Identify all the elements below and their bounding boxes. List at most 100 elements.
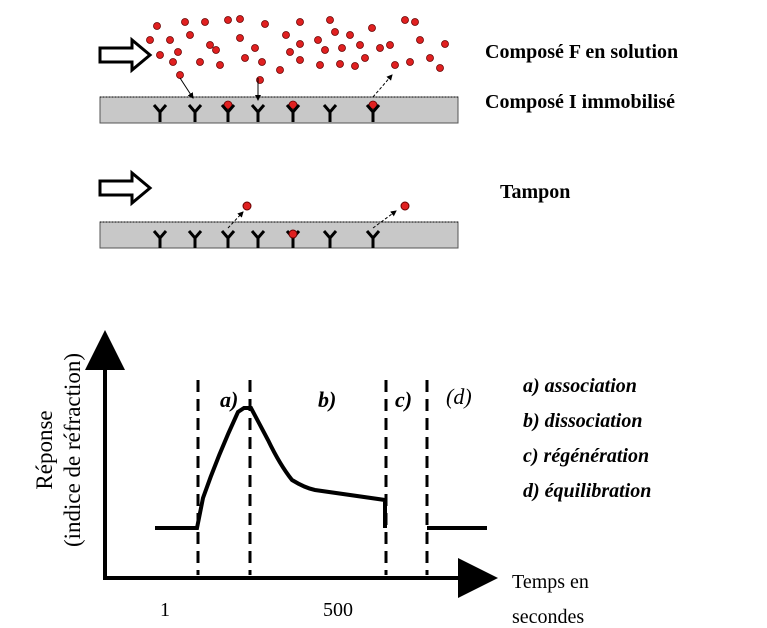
molecule [236, 34, 244, 42]
molecule [338, 44, 346, 52]
molecule [276, 66, 284, 74]
molecule [176, 71, 184, 79]
surface [99, 221, 459, 249]
surface [99, 96, 459, 124]
x-axis-label: Temps en [512, 571, 589, 593]
molecule [196, 58, 204, 66]
receptor [250, 230, 266, 248]
receptor [365, 230, 381, 248]
molecule [326, 16, 334, 24]
molecule [336, 60, 344, 68]
molecule [201, 18, 209, 26]
molecule [181, 18, 189, 26]
molecule [258, 58, 266, 66]
molecule [316, 61, 324, 69]
legend-item: d) équilibration [523, 480, 651, 502]
molecule [331, 28, 339, 36]
molecule [282, 31, 290, 39]
molecule [361, 54, 369, 62]
molecule [296, 40, 304, 48]
molecule [146, 36, 154, 44]
molecule [368, 100, 378, 110]
label: Composé I immobilisé [485, 91, 675, 113]
molecule [288, 100, 298, 110]
molecule [251, 44, 259, 52]
molecule [426, 54, 434, 62]
release-arrow [372, 74, 393, 98]
release-arrow [227, 211, 244, 229]
molecule [166, 36, 174, 44]
receptors [152, 104, 381, 122]
molecule [296, 56, 304, 64]
buffer-panel: Tampon [98, 169, 570, 249]
flow-arrow [98, 169, 153, 207]
molecule [286, 48, 294, 56]
molecule [212, 46, 220, 54]
molecule [288, 229, 298, 239]
molecule [206, 41, 214, 49]
molecule [261, 20, 269, 28]
receptor [187, 104, 203, 122]
phase-label: c) [395, 387, 412, 412]
molecule [346, 31, 354, 39]
legend-item: c) régénération [523, 445, 649, 467]
label: Composé F en solution [485, 41, 678, 63]
molecule [224, 16, 232, 24]
x-tick-label: 500 [323, 599, 353, 621]
molecule [216, 61, 224, 69]
receptor [187, 230, 203, 248]
receptor [285, 104, 301, 122]
molecule [401, 16, 409, 24]
molecule [169, 58, 177, 66]
receptor [220, 104, 236, 122]
label: Tampon [500, 181, 570, 203]
flow-arrow [98, 36, 153, 74]
receptor [250, 104, 266, 122]
receptor [152, 230, 168, 248]
molecule [236, 15, 244, 23]
molecule [174, 48, 182, 56]
molecule [223, 100, 233, 110]
molecule [391, 61, 399, 69]
molecule [368, 24, 376, 32]
molecule [351, 62, 359, 70]
molecule [400, 201, 410, 211]
molecule [411, 18, 419, 26]
receptor [220, 230, 236, 248]
molecule [296, 18, 304, 26]
molecule [416, 36, 424, 44]
molecule [436, 64, 444, 72]
molecule [356, 41, 364, 49]
molecule [241, 54, 249, 62]
receptor [322, 104, 338, 122]
molecule [153, 22, 161, 30]
molecule [441, 40, 449, 48]
phase-label: a) [220, 387, 238, 412]
molecule [186, 31, 194, 39]
molecule [156, 51, 164, 59]
y-axis-label: Réponse [32, 410, 57, 489]
legend-item: a) association [523, 375, 637, 397]
molecules [146, 15, 449, 110]
legend-item: b) dissociation [523, 410, 642, 432]
receptors [152, 230, 381, 248]
receptor [322, 230, 338, 248]
solution-panel: Composé F en solution Composé I immobili… [98, 15, 678, 124]
molecule [376, 44, 384, 52]
phase-label: (d) [446, 384, 472, 409]
molecule [242, 201, 252, 211]
x-tick-label: 1 [160, 599, 170, 621]
receptor [152, 104, 168, 122]
receptor [365, 104, 381, 122]
molecule [406, 58, 414, 66]
y-axis-label: (indice de réfraction) [60, 353, 85, 547]
molecule [321, 46, 329, 54]
phase-label: b) [318, 387, 336, 412]
x-axis-label: secondes [512, 606, 584, 628]
molecule [314, 36, 322, 44]
binding-arrow [179, 77, 194, 99]
molecule [386, 41, 394, 49]
response-curve [155, 406, 387, 530]
sensorgram: a) b) c) (d) a) association b) dissociat… [32, 330, 651, 628]
